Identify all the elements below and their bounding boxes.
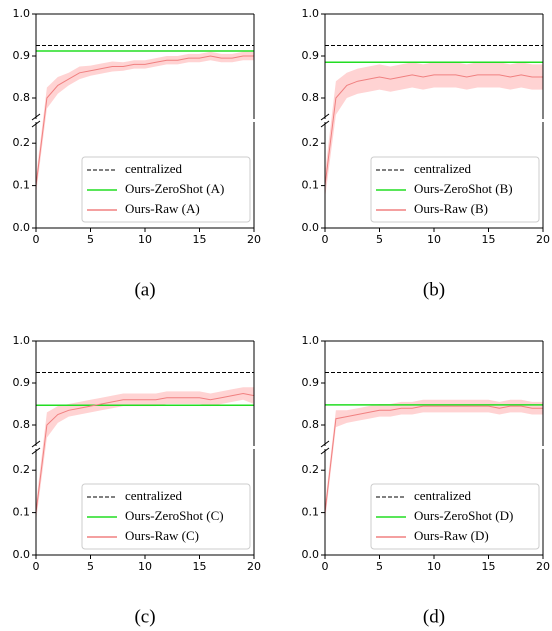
- error-band: [325, 62, 543, 199]
- y-tick-label: 0.9: [13, 49, 31, 62]
- legend-box: [81, 156, 251, 223]
- axis-break: [320, 120, 330, 128]
- legend-label: Ours-Raw (A): [125, 201, 200, 216]
- x-tick-label: 20: [536, 560, 550, 573]
- y-tick-label: 0.0: [302, 221, 320, 234]
- y-tick-label: 0.9: [13, 376, 31, 389]
- axis-break: [320, 440, 330, 448]
- y-tick-label: 0.0: [302, 548, 320, 561]
- legend-label: Ours-ZeroShot (A): [125, 181, 224, 196]
- subplot-caption: (a): [134, 279, 155, 300]
- y-tick-label: 1.0: [302, 334, 320, 347]
- subplot: 0.0 0.1 0.2 0.8 0.9 1.0 0 5 10 15 20 centralized Our…: [13, 7, 262, 300]
- subplot-caption: (b): [423, 279, 445, 300]
- legend-box: [81, 483, 251, 550]
- y-tick-label: 0.0: [13, 221, 31, 234]
- y-tick-label: 0.9: [302, 49, 320, 62]
- subplot: 0.0 0.1 0.2 0.8 0.9 1.0 0 5 10 15 20 centralized Our…: [13, 334, 262, 627]
- legend-box: [370, 483, 540, 550]
- y-tick-label: 0.2: [302, 136, 320, 149]
- legend-label: Ours-ZeroShot (D): [414, 508, 513, 523]
- legend-box: [370, 156, 540, 223]
- legend-label: Ours-Raw (D): [414, 528, 489, 543]
- x-tick-label: 20: [247, 560, 261, 573]
- x-tick-label: 5: [376, 560, 383, 573]
- legend-label: centralized: [125, 161, 183, 176]
- y-tick-label: 0.8: [13, 418, 31, 431]
- x-tick-label: 10: [138, 233, 152, 246]
- legend-label: Ours-ZeroShot (B): [414, 181, 513, 196]
- legend-label: centralized: [125, 488, 183, 503]
- y-tick-label: 1.0: [302, 7, 320, 20]
- y-tick-label: 0.0: [13, 548, 31, 561]
- axis-break: [31, 120, 41, 128]
- error-band: [36, 387, 254, 522]
- error-band: [325, 399, 543, 522]
- x-tick-label: 15: [193, 233, 207, 246]
- x-tick-label: 0: [322, 233, 329, 246]
- y-tick-label: 0.8: [302, 91, 320, 104]
- subplot: 0.0 0.1 0.2 0.8 0.9 1.0 0 5 10 15 20 centralized Our…: [302, 334, 551, 627]
- legend-label: Ours-Raw (C): [125, 528, 199, 543]
- axis-break: [31, 447, 41, 455]
- x-tick-label: 10: [427, 233, 441, 246]
- x-tick-label: 20: [536, 233, 550, 246]
- series-line: [35, 55, 254, 186]
- subplot-caption: (c): [134, 606, 155, 627]
- series-line: [35, 392, 255, 513]
- x-tick-label: 10: [138, 560, 152, 573]
- x-tick-label: 20: [247, 233, 261, 246]
- series-line: [324, 74, 543, 186]
- x-tick-label: 5: [87, 560, 94, 573]
- legend-label: centralized: [414, 488, 472, 503]
- x-tick-label: 5: [87, 233, 94, 246]
- series-line: [324, 405, 543, 513]
- legend-label: Ours-ZeroShot (C): [125, 508, 224, 523]
- y-tick-label: 0.2: [13, 136, 31, 149]
- axis-break: [31, 113, 41, 121]
- y-tick-label: 0.8: [13, 91, 31, 104]
- axis-break: [31, 440, 41, 448]
- x-tick-label: 0: [322, 560, 329, 573]
- x-tick-label: 15: [482, 233, 496, 246]
- y-tick-label: 0.2: [302, 463, 320, 476]
- x-tick-label: 0: [33, 560, 40, 573]
- x-tick-label: 15: [482, 560, 496, 573]
- legend-label: centralized: [414, 161, 472, 176]
- axis-break: [320, 113, 330, 121]
- y-tick-label: 0.1: [302, 179, 320, 192]
- y-tick-label: 0.2: [13, 463, 31, 476]
- y-tick-label: 0.1: [13, 179, 31, 192]
- y-tick-label: 1.0: [13, 334, 31, 347]
- x-tick-label: 5: [376, 233, 383, 246]
- y-tick-label: 0.1: [13, 506, 31, 519]
- y-tick-label: 0.1: [302, 506, 320, 519]
- x-tick-label: 0: [33, 233, 40, 246]
- x-tick-label: 15: [193, 560, 207, 573]
- x-tick-label: 10: [427, 560, 441, 573]
- subplot: 0.0 0.1 0.2 0.8 0.9 1.0 0 5 10 15 20 centralized Our…: [302, 7, 551, 300]
- subplot-caption: (d): [423, 606, 445, 627]
- y-tick-label: 1.0: [13, 7, 31, 20]
- y-tick-label: 0.9: [302, 376, 320, 389]
- legend-label: Ours-Raw (B): [414, 201, 488, 216]
- y-tick-label: 0.8: [302, 418, 320, 431]
- axis-break: [320, 447, 330, 455]
